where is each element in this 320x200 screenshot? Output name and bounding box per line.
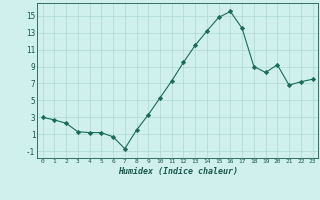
X-axis label: Humidex (Indice chaleur): Humidex (Indice chaleur) bbox=[118, 167, 237, 176]
